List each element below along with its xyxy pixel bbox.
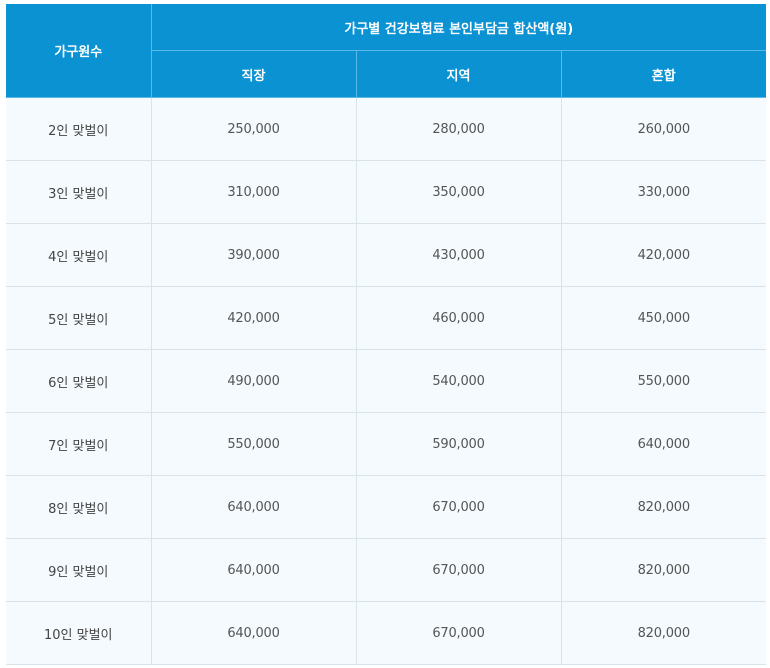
premium-total-header: 가구별 건강보험료 본인부담금 합산액(원) xyxy=(151,4,767,51)
mixed-value: 260,000 xyxy=(561,97,767,161)
table-row: 3인 맞벌이 310,000 350,000 330,000 xyxy=(6,160,767,224)
mixed-value: 450,000 xyxy=(561,286,767,350)
table-row: 7인 맞벌이 550,000 590,000 640,000 xyxy=(6,412,767,476)
mixed-value: 640,000 xyxy=(561,412,767,476)
table-body: 2인 맞벌이 250,000 280,000 260,000 3인 맞벌이 31… xyxy=(6,97,767,665)
workplace-value: 550,000 xyxy=(151,412,357,476)
regional-value: 670,000 xyxy=(356,601,562,665)
regional-value: 460,000 xyxy=(356,286,562,350)
regional-value: 280,000 xyxy=(356,97,562,161)
household-label: 3인 맞벌이 xyxy=(6,160,152,224)
regional-value: 590,000 xyxy=(356,412,562,476)
insurance-table-container: 가구원수 가구별 건강보험료 본인부담금 합산액(원) 직장 지역 혼합 2인 … xyxy=(6,4,767,665)
household-label: 9인 맞벌이 xyxy=(6,538,152,602)
household-label: 2인 맞벌이 xyxy=(6,97,152,161)
workplace-value: 640,000 xyxy=(151,475,357,539)
mixed-value: 820,000 xyxy=(561,475,767,539)
workplace-value: 420,000 xyxy=(151,286,357,350)
table-row: 4인 맞벌이 390,000 430,000 420,000 xyxy=(6,223,767,287)
household-label: 5인 맞벌이 xyxy=(6,286,152,350)
household-size-header: 가구원수 xyxy=(6,4,152,98)
column-header-regional: 지역 xyxy=(356,50,562,98)
workplace-value: 490,000 xyxy=(151,349,357,413)
regional-value: 350,000 xyxy=(356,160,562,224)
household-label: 8인 맞벌이 xyxy=(6,475,152,539)
mixed-value: 820,000 xyxy=(561,601,767,665)
mixed-value: 550,000 xyxy=(561,349,767,413)
table-row: 6인 맞벌이 490,000 540,000 550,000 xyxy=(6,349,767,413)
table-row: 2인 맞벌이 250,000 280,000 260,000 xyxy=(6,97,767,161)
table-row: 9인 맞벌이 640,000 670,000 820,000 xyxy=(6,538,767,602)
household-label: 7인 맞벌이 xyxy=(6,412,152,476)
table-row: 10인 맞벌이 640,000 670,000 820,000 xyxy=(6,601,767,665)
workplace-value: 640,000 xyxy=(151,601,357,665)
regional-value: 670,000 xyxy=(356,475,562,539)
mixed-value: 820,000 xyxy=(561,538,767,602)
table-row: 8인 맞벌이 640,000 670,000 820,000 xyxy=(6,475,767,539)
table-row: 5인 맞벌이 420,000 460,000 450,000 xyxy=(6,286,767,350)
workplace-value: 640,000 xyxy=(151,538,357,602)
insurance-premium-table: 가구원수 가구별 건강보험료 본인부담금 합산액(원) 직장 지역 혼합 2인 … xyxy=(6,4,767,665)
workplace-value: 310,000 xyxy=(151,160,357,224)
regional-value: 670,000 xyxy=(356,538,562,602)
household-label: 10인 맞벌이 xyxy=(6,601,152,665)
mixed-value: 330,000 xyxy=(561,160,767,224)
column-header-workplace: 직장 xyxy=(151,50,357,98)
column-header-mixed: 혼합 xyxy=(561,50,767,98)
mixed-value: 420,000 xyxy=(561,223,767,287)
workplace-value: 250,000 xyxy=(151,97,357,161)
regional-value: 540,000 xyxy=(356,349,562,413)
workplace-value: 390,000 xyxy=(151,223,357,287)
household-label: 4인 맞벌이 xyxy=(6,223,152,287)
table-header: 가구원수 가구별 건강보험료 본인부담금 합산액(원) 직장 지역 혼합 xyxy=(6,4,767,98)
household-label: 6인 맞벌이 xyxy=(6,349,152,413)
regional-value: 430,000 xyxy=(356,223,562,287)
